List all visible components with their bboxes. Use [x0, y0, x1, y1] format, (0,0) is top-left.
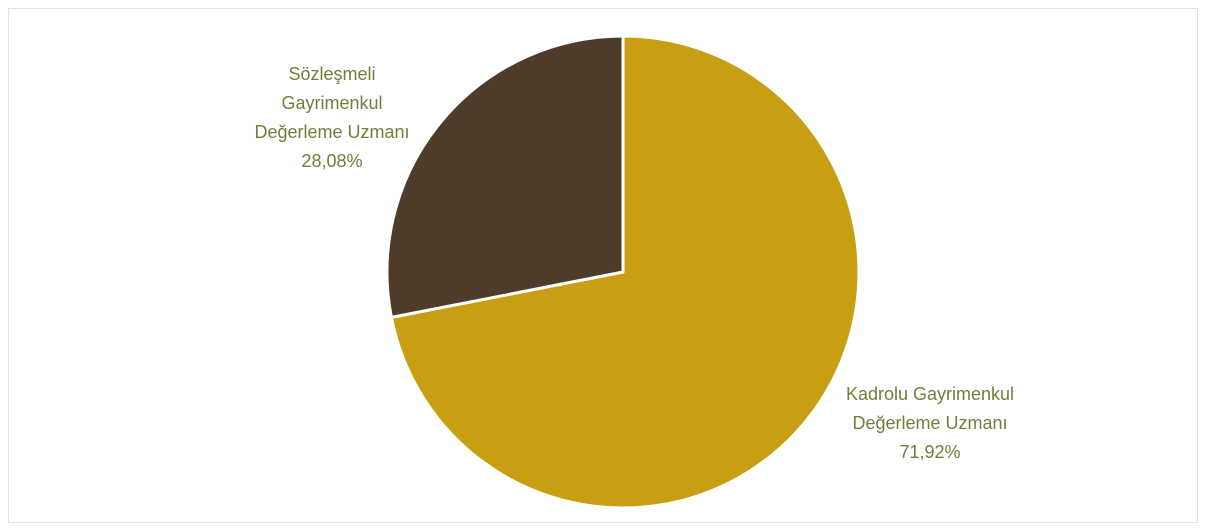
slice-category-label: Sözleşmeli	[288, 64, 375, 84]
slice-value-label: 28,08%	[301, 151, 362, 171]
slice-category-label: Değerleme Uzmanı	[254, 122, 409, 142]
slice-value-label: 71,92%	[899, 442, 960, 462]
slice-category-label: Değerleme Uzmanı	[852, 413, 1007, 433]
slice-category-label: Gayrimenkul	[281, 93, 382, 113]
slice-label-1: Sözleşmeli Gayrimenkul Değerleme Uzmanı 28,…	[254, 64, 409, 171]
pie-slice-1	[387, 36, 623, 317]
slice-label-0: Kadrolu Gayrimenkul Değerleme Uzmanı 71,92…	[846, 384, 1014, 462]
slice-category-label: Kadrolu Gayrimenkul	[846, 384, 1014, 404]
